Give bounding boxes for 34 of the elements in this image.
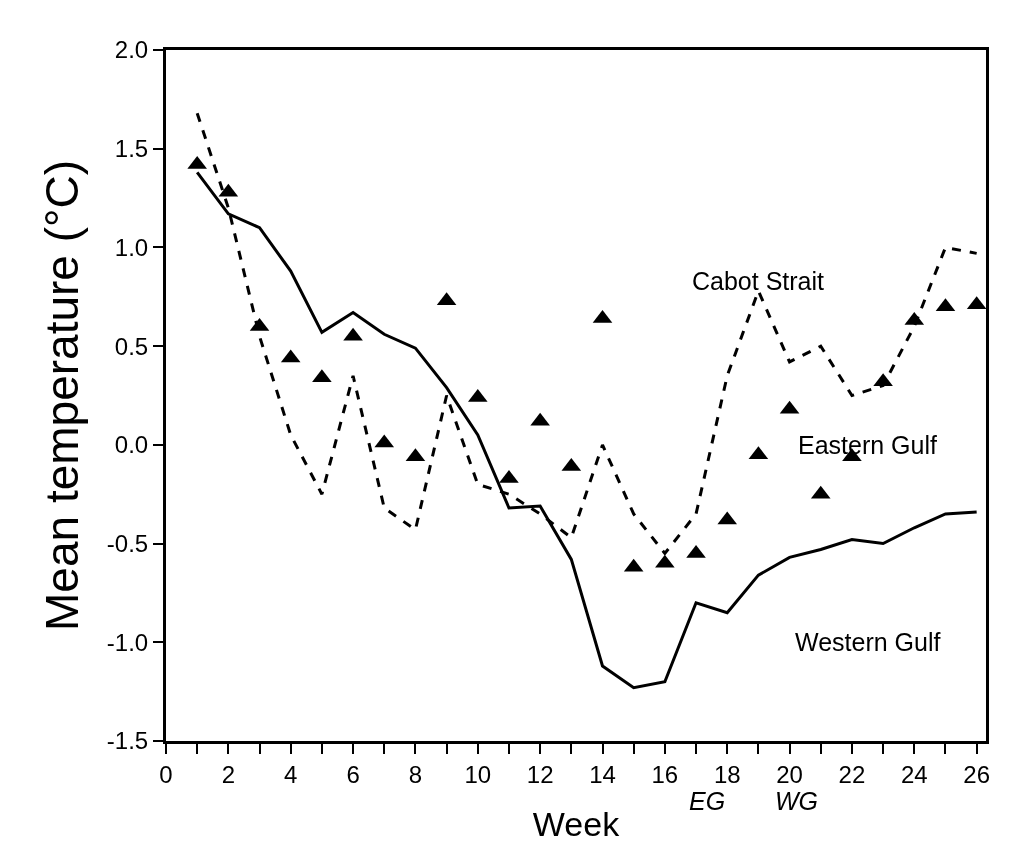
y-tick-label: 1.0 xyxy=(114,233,149,261)
y-tick-label: 1.5 xyxy=(114,135,149,163)
y-tick-label: -0.5 xyxy=(106,529,149,557)
x-tick-label: 26 xyxy=(963,760,990,788)
text: WG xyxy=(775,787,819,815)
x-tick-label: 14 xyxy=(589,760,616,788)
x-tick-label: 10 xyxy=(464,760,492,788)
series-label: Eastern Gulf xyxy=(798,431,938,459)
x-tick-label: 2 xyxy=(221,760,236,788)
y-tick-label: 2.0 xyxy=(114,36,149,64)
point xyxy=(530,412,550,426)
point xyxy=(499,469,519,483)
text: Western Gulf xyxy=(795,628,941,656)
x-tick-label: 18 xyxy=(713,760,741,788)
x-tick-label: 8 xyxy=(408,760,423,788)
x-tick-label: 12 xyxy=(526,760,554,788)
x-tick-label: 0 xyxy=(159,760,173,788)
y-tick-label: 0.0 xyxy=(114,431,149,459)
x-tick-label: 20 xyxy=(776,760,803,788)
y-tick-label: -1.5 xyxy=(106,727,149,755)
y-tick-label: -1.0 xyxy=(106,628,149,656)
point xyxy=(343,327,363,341)
text: EG xyxy=(689,787,726,815)
x-tick-label: 16 xyxy=(651,760,679,788)
x-tick-label: 24 xyxy=(900,760,928,788)
x-tick-label: 4 xyxy=(284,760,298,788)
series-label: Cabot Strait xyxy=(692,267,825,295)
x-tick-label: 22 xyxy=(838,760,866,788)
point xyxy=(686,544,706,558)
y-axis-title: Mean temperature (°C) xyxy=(36,160,89,631)
point xyxy=(655,554,675,568)
y-tick-label: 0.5 xyxy=(114,332,149,360)
x-axis-title: Week xyxy=(532,805,621,844)
x-tick-label: 6 xyxy=(346,760,360,788)
